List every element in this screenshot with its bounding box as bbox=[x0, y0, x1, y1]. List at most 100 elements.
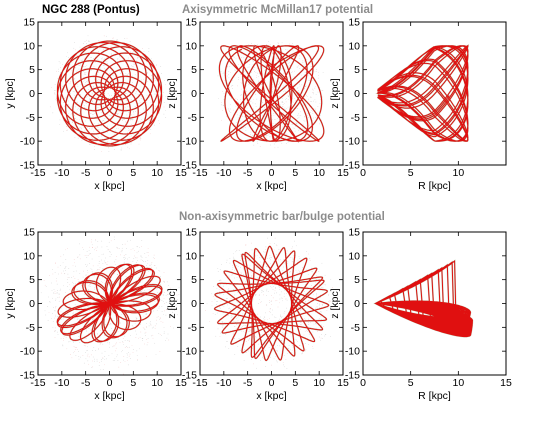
cloud-point bbox=[305, 85, 307, 87]
orbit-cloud bbox=[49, 35, 167, 153]
cloud-point bbox=[232, 332, 234, 334]
cloud-point bbox=[134, 323, 136, 325]
cloud-point bbox=[114, 239, 115, 240]
cloud-point bbox=[164, 310, 166, 312]
cloud-point bbox=[222, 326, 224, 328]
cloud-point bbox=[148, 48, 150, 49]
cloud-point bbox=[139, 89, 141, 91]
cloud-point bbox=[140, 121, 142, 123]
cloud-point bbox=[90, 301, 91, 303]
cloud-point bbox=[68, 103, 70, 105]
cloud-point bbox=[128, 111, 130, 113]
cloud-point bbox=[276, 57, 278, 59]
cloud-point bbox=[85, 110, 87, 111]
cloud-point bbox=[254, 71, 255, 72]
cloud-point bbox=[117, 75, 118, 77]
cloud-point bbox=[56, 100, 58, 102]
cloud-point bbox=[321, 96, 323, 98]
cloud-point bbox=[286, 133, 288, 135]
cloud-point bbox=[97, 74, 98, 76]
cloud-point bbox=[264, 104, 266, 106]
cloud-point bbox=[117, 39, 118, 41]
cloud-point bbox=[100, 67, 102, 69]
cloud-point bbox=[205, 310, 206, 311]
cloud-point bbox=[140, 79, 142, 81]
cloud-point bbox=[295, 254, 297, 256]
cloud-point bbox=[280, 340, 282, 341]
cloud-point bbox=[116, 354, 118, 356]
cloud-point bbox=[315, 311, 316, 313]
cloud-point bbox=[76, 112, 77, 114]
cloud-point bbox=[318, 312, 320, 313]
cloud-point bbox=[320, 339, 322, 341]
cloud-point bbox=[56, 283, 58, 285]
cloud-point bbox=[292, 101, 294, 103]
cloud-point bbox=[249, 320, 250, 322]
cloud-point bbox=[246, 88, 247, 90]
cloud-point bbox=[67, 248, 68, 250]
cloud-point bbox=[304, 308, 305, 310]
cloud-point bbox=[159, 90, 160, 91]
cloud-point bbox=[305, 104, 307, 106]
cloud-point bbox=[220, 279, 222, 281]
cloud-point bbox=[65, 249, 66, 251]
cloud-point bbox=[93, 347, 95, 348]
cloud-point bbox=[90, 112, 92, 114]
cloud-point bbox=[85, 82, 87, 83]
y-tick-label: 5 bbox=[191, 274, 197, 286]
cloud-point bbox=[221, 119, 222, 121]
cloud-point bbox=[71, 106, 73, 108]
cloud-point bbox=[155, 78, 157, 79]
cloud-point bbox=[287, 99, 289, 100]
cloud-point bbox=[97, 281, 99, 283]
cloud-point bbox=[137, 103, 139, 104]
cloud-point bbox=[265, 64, 267, 66]
cloud-point bbox=[117, 360, 119, 361]
cloud-point bbox=[240, 124, 242, 126]
cloud-point bbox=[216, 297, 218, 298]
cloud-point bbox=[296, 300, 298, 301]
cloud-point bbox=[276, 56, 277, 58]
cloud-point bbox=[304, 116, 306, 117]
cloud-point bbox=[163, 280, 164, 282]
cloud-point bbox=[316, 71, 317, 72]
cloud-point bbox=[288, 347, 289, 349]
cloud-point bbox=[250, 134, 251, 135]
cloud-point bbox=[118, 283, 120, 285]
cloud-point bbox=[55, 330, 57, 331]
cloud-point bbox=[323, 283, 325, 285]
cloud-point bbox=[86, 355, 88, 357]
cloud-point bbox=[120, 100, 121, 102]
cloud-point bbox=[65, 266, 67, 267]
cloud-point bbox=[298, 130, 300, 132]
cloud-point bbox=[103, 76, 105, 78]
cloud-point bbox=[165, 95, 167, 97]
cloud-point bbox=[138, 133, 139, 134]
cloud-point bbox=[231, 84, 233, 86]
cloud-point bbox=[131, 59, 133, 60]
cloud-point bbox=[120, 362, 122, 363]
cloud-point bbox=[317, 331, 318, 332]
cloud-point bbox=[89, 96, 90, 98]
cloud-point bbox=[52, 112, 54, 114]
cloud-point bbox=[110, 328, 112, 329]
cloud-point bbox=[296, 271, 298, 273]
cloud-point bbox=[261, 121, 263, 122]
x-tick-label: 10 bbox=[151, 167, 163, 179]
cloud-point bbox=[231, 274, 233, 275]
cloud-point bbox=[234, 269, 235, 271]
cloud-point bbox=[84, 68, 86, 70]
cloud-point bbox=[275, 96, 277, 98]
cloud-point bbox=[126, 74, 128, 76]
cloud-point bbox=[297, 340, 298, 342]
cloud-point bbox=[226, 298, 228, 299]
cloud-point bbox=[127, 340, 129, 341]
cloud-point bbox=[92, 295, 94, 297]
cloud-point bbox=[103, 106, 105, 107]
cloud-point bbox=[305, 337, 306, 338]
cloud-point bbox=[249, 330, 250, 332]
cloud-point bbox=[150, 78, 152, 80]
cloud-point bbox=[131, 65, 132, 67]
cloud-point bbox=[213, 286, 215, 287]
cloud-point bbox=[309, 257, 311, 259]
